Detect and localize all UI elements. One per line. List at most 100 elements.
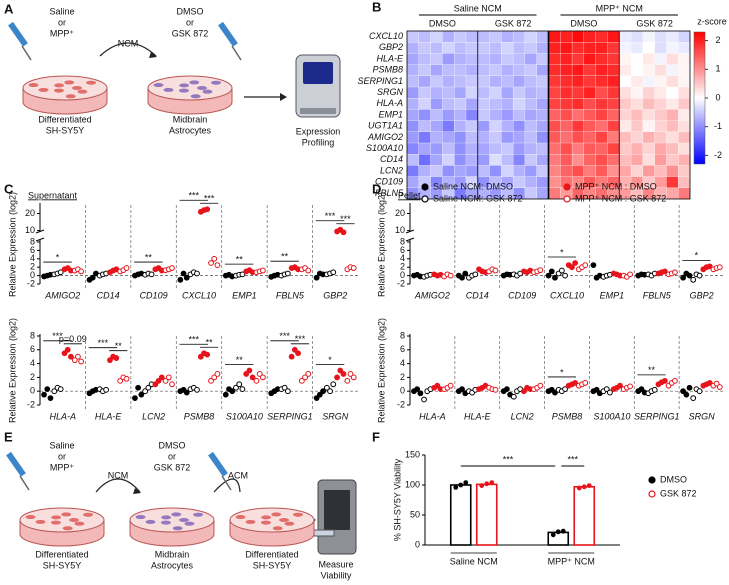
data-point xyxy=(183,274,190,281)
heatmap-cell xyxy=(454,75,467,88)
heatmap-cell xyxy=(430,64,443,77)
heatmap-cell xyxy=(477,154,490,166)
legend-marker xyxy=(563,195,571,203)
heatmap-cell xyxy=(501,120,514,133)
heatmap-cell xyxy=(442,120,455,133)
heatmap-cell xyxy=(430,154,443,166)
heatmap-cell xyxy=(477,64,490,77)
pipette xyxy=(8,21,28,47)
heatmap-cell xyxy=(630,120,644,133)
row-label: CD109 xyxy=(375,177,403,187)
heatmap-cell xyxy=(548,75,561,88)
cell xyxy=(54,83,65,88)
panel-subtitle: Supernatant xyxy=(28,190,78,200)
significance-label: *** xyxy=(325,211,336,221)
heatmap-cell xyxy=(619,98,632,110)
y-tick-label: 20 xyxy=(395,208,405,218)
heatmap-cell xyxy=(678,176,691,189)
data-point xyxy=(135,384,142,391)
heatmap-cell xyxy=(524,109,538,121)
y-tick-label: -2 xyxy=(27,278,35,288)
diagram-text: Midbrain xyxy=(173,114,208,124)
heatmap-cell xyxy=(406,98,420,110)
instrument-screen xyxy=(303,62,333,84)
heatmap-cell xyxy=(512,176,526,189)
data-point xyxy=(617,382,623,389)
heatmap-cell xyxy=(642,75,655,88)
cell xyxy=(171,512,182,517)
heatmap-cell xyxy=(678,120,691,133)
data-point xyxy=(421,396,427,403)
y-tick-label: 8 xyxy=(30,236,35,246)
heatmap-cell xyxy=(524,75,538,88)
y-tick-label: 4 xyxy=(30,253,35,263)
data-point xyxy=(316,391,323,398)
heatmap-cell xyxy=(619,109,632,121)
heatmap-cell xyxy=(642,53,655,65)
heatmap-cell xyxy=(666,64,679,77)
heatmap-cell xyxy=(524,42,538,54)
heatmap-cell xyxy=(583,154,597,166)
heatmap-cell xyxy=(666,42,679,54)
heatmap-cell xyxy=(548,176,561,189)
heatmap-cell xyxy=(583,98,597,110)
heatmap-cell xyxy=(454,42,467,54)
data-point xyxy=(344,377,351,384)
row-label: HLA-E xyxy=(376,53,404,63)
x-tick-label: S100A10 xyxy=(593,411,630,421)
x-tick-label: LCN2 xyxy=(142,411,165,421)
heatmap-cell xyxy=(548,109,561,121)
diagram-text: Midbrain xyxy=(155,549,190,559)
data-point xyxy=(680,274,687,281)
x-tick-label: SERPING1 xyxy=(267,411,313,421)
cell xyxy=(161,515,172,520)
heatmap-cell xyxy=(418,42,431,54)
row-label: GBP2 xyxy=(379,42,403,52)
data-point xyxy=(537,267,544,274)
heatmap-cell xyxy=(642,42,655,54)
heatmap-cell xyxy=(642,109,655,121)
data-point xyxy=(417,390,424,397)
heatmap-cell xyxy=(406,42,420,54)
panel-label: B xyxy=(372,0,381,14)
heatmap-cell xyxy=(512,30,526,43)
data-point xyxy=(155,377,162,384)
heatmap-cell xyxy=(418,120,431,133)
data-point xyxy=(340,371,347,377)
significance-label: *** xyxy=(567,454,578,464)
heatmap-cell xyxy=(560,154,573,166)
heatmap-cell xyxy=(548,86,561,99)
dish-top xyxy=(22,75,108,101)
heatmap-cell xyxy=(536,165,549,177)
cell xyxy=(211,80,222,85)
data-point xyxy=(552,389,558,396)
data-point xyxy=(484,481,490,487)
heatmap-cell xyxy=(630,75,644,88)
data-point xyxy=(123,375,130,382)
data-point xyxy=(661,377,668,384)
heatmap-cell xyxy=(548,42,561,54)
heatmap-cell xyxy=(477,53,490,65)
x-tick-label: S100A10 xyxy=(226,411,263,421)
y-tick-label: 4 xyxy=(400,253,405,263)
heatmap-cell xyxy=(524,187,538,200)
heatmap-cell xyxy=(489,165,502,177)
heatmap-cell xyxy=(678,86,691,99)
data-point xyxy=(690,276,697,283)
heatmap-cell xyxy=(548,154,561,166)
x-tick-label: SERPING1 xyxy=(634,411,680,421)
heatmap-cell xyxy=(512,64,526,77)
cell xyxy=(50,520,61,525)
heatmap-cell xyxy=(454,64,467,77)
y-tick-label: -2 xyxy=(397,278,405,288)
x-tick-label: EMP1 xyxy=(232,290,257,300)
data-point xyxy=(690,395,697,402)
y-tick-label: 8 xyxy=(400,236,405,246)
significance-label: ** xyxy=(281,252,289,262)
colorbar-tick-label: 0 xyxy=(715,92,720,102)
heatmap-cell xyxy=(642,30,655,43)
heatmap-cell xyxy=(501,30,514,43)
heatmap-cell xyxy=(595,109,608,121)
data-point xyxy=(560,528,566,534)
data-point xyxy=(107,357,113,364)
